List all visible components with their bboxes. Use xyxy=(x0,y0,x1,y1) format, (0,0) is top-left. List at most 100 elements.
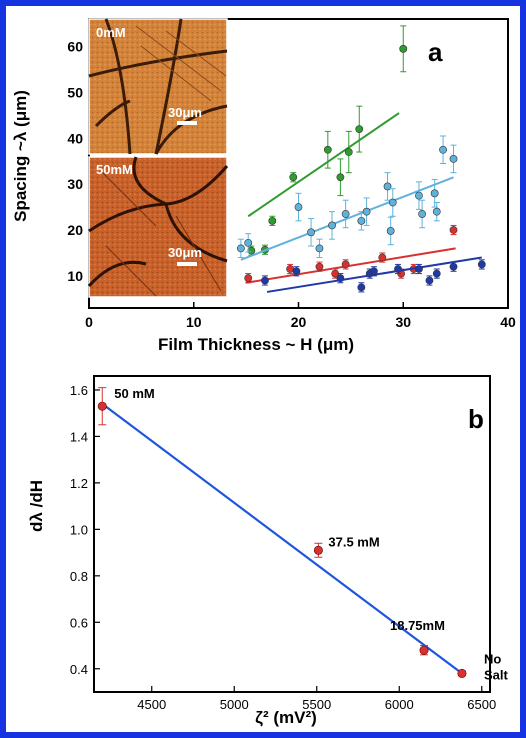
panel-b-point-group: No Salt xyxy=(457,651,509,682)
panel-a-data-point xyxy=(344,148,353,156)
panel-a-y-tick-label: 10 xyxy=(67,268,83,284)
panel-b-chart: 50 mM 37.5 mM 18.75mM No Salt 4500 5000 5500 60… xyxy=(27,375,509,727)
inset-50mM-scale-bar xyxy=(177,262,197,266)
panel-a-letter: a xyxy=(428,37,443,67)
panel-a-data-point xyxy=(449,262,458,271)
panel-a-data-point xyxy=(323,145,332,154)
inset-0mM-label: 0mM xyxy=(96,25,126,40)
panel-a-x-tick-label: 30 xyxy=(395,314,411,330)
panel-a-y-axis-label: Spacing ~λ (μm) xyxy=(11,90,30,222)
inset-50mM: 50mM 30μm xyxy=(87,156,229,298)
panel-a-data-point xyxy=(247,246,256,255)
panel-b-x-tick-label: 6500 xyxy=(467,697,496,712)
panel-a-chart: 0 10 20 30 40 10 20 30 40 50 60 Film Thickness ~ H… xyxy=(11,18,516,354)
panel-b-y-tick-label: 1.2 xyxy=(70,476,88,491)
panel-a-data-point xyxy=(388,198,397,207)
panel-b-point-group: 18.75mM xyxy=(390,618,445,656)
panel-b-fit-line xyxy=(101,403,463,675)
inset-0mM: 0mM 30μm xyxy=(88,18,228,155)
panel-a-data-point xyxy=(328,221,336,230)
panel-a-x-tick-label: 20 xyxy=(291,314,307,330)
panel-a-y-tick-label: 60 xyxy=(67,39,83,55)
panel-a-data-point xyxy=(386,227,395,235)
panel-a-data-point xyxy=(394,265,402,273)
panel-b-point-label: 50 mM xyxy=(114,386,154,401)
panel-a-x-tick-label: 40 xyxy=(500,314,516,330)
panel-a-data-point xyxy=(357,283,366,292)
panel-a-data-point xyxy=(378,253,387,262)
panel-b-y-tick-label: 0.8 xyxy=(70,569,88,584)
panel-a-fit-line xyxy=(247,112,400,218)
panel-a-data-point xyxy=(268,216,277,225)
panel-b-x-tick-label: 6000 xyxy=(385,697,414,712)
panel-a-fit-line xyxy=(240,176,454,261)
inset-0mM-scale-bar xyxy=(177,121,197,125)
panel-a-data-point xyxy=(477,260,486,269)
panel-b-x-tick-label: 5000 xyxy=(220,697,249,712)
panel-a-data-point xyxy=(430,189,439,198)
panel-a-data-point xyxy=(370,267,378,276)
panel-a-data-point xyxy=(292,267,301,276)
panel-b-y-tick-label: 1.6 xyxy=(70,383,88,398)
panel-a-series-1 xyxy=(236,135,458,261)
inset-50mM-scale-label: 30μm xyxy=(168,245,202,260)
panel-b-y-tick-label: 0.6 xyxy=(70,615,88,630)
panel-a-data-point xyxy=(336,274,345,283)
inset-0mM-scale-label: 30μm xyxy=(168,105,202,120)
panel-a-x-tick-label: 0 xyxy=(85,314,93,330)
panel-a-data-point xyxy=(244,238,253,247)
inset-50mM-label: 50mM xyxy=(96,162,133,177)
panel-b-data-point xyxy=(313,545,323,555)
panel-b-y-tick-label: 1.0 xyxy=(70,522,88,537)
panel-b-point-label: No Salt xyxy=(484,651,509,682)
panel-b-x-tick-label: 5500 xyxy=(302,697,331,712)
panel-a-data-point xyxy=(399,44,408,53)
panel-b-y-tick-label: 0.4 xyxy=(70,662,88,677)
panel-a-series-3 xyxy=(261,256,486,293)
panel-a-series-2 xyxy=(244,224,458,284)
panel-a-data-point xyxy=(432,207,441,216)
panel-a-data-point xyxy=(236,244,245,253)
panel-a-ticks: 0 10 20 30 40 10 20 30 40 50 60 xyxy=(67,39,516,330)
panel-a-x-axis-label: Film Thickness ~ H (μm) xyxy=(158,335,354,354)
panel-a-data-point xyxy=(357,216,366,225)
panel-b-point-label: 18.75mM xyxy=(390,618,445,633)
panel-b-ticks: 4500 5000 5500 6000 6500 0.4 0.6 0.8 1.0 1.2 1.4 1.… xyxy=(70,383,496,712)
panel-a-y-tick-label: 50 xyxy=(67,84,83,100)
panel-b-axes-frame xyxy=(93,375,491,693)
panel-b-point-group: 50 mM xyxy=(97,386,155,426)
panel-a-data-point xyxy=(355,125,364,133)
panel-a-data-point xyxy=(294,203,303,211)
panel-a-data-point xyxy=(432,269,441,278)
panel-a-x-tick-label: 10 xyxy=(186,314,202,330)
panel-a-data-point xyxy=(289,173,298,182)
panel-b-letter: b xyxy=(468,404,484,434)
panel-a-data-point xyxy=(425,276,434,285)
panel-a-series-0 xyxy=(247,25,408,256)
panel-b-data-point xyxy=(419,645,429,655)
panel-a-data-point xyxy=(415,191,423,200)
panel-a-data-point xyxy=(341,210,350,218)
panel-a-data-point xyxy=(336,173,345,182)
panel-b-data-point xyxy=(457,668,467,678)
panel-b-point-group: 37.5 mM xyxy=(313,534,380,558)
panel-a-data-point xyxy=(315,262,324,271)
panel-a-data-point xyxy=(362,207,371,216)
panel-a-data-point xyxy=(383,182,392,191)
panel-a-y-tick-label: 40 xyxy=(67,130,83,146)
panel-a-data-point xyxy=(261,276,269,285)
panel-a-data-point xyxy=(449,226,458,234)
panel-a-data-point xyxy=(415,265,423,273)
panel-a-data-point xyxy=(418,210,427,218)
panel-b-data-point xyxy=(97,401,107,411)
panel-a-data-point xyxy=(315,244,324,253)
panel-a-data-point xyxy=(439,145,447,154)
panel-a-data-point xyxy=(244,274,253,283)
panel-a-fit-line xyxy=(245,247,456,284)
panel-a-y-tick-label: 30 xyxy=(67,176,83,192)
panel-a-data-layer xyxy=(236,25,486,293)
panel-b-x-axis-label: ζ² (mV²) xyxy=(255,708,317,727)
panel-b-y-axis-label: dλ /dH xyxy=(27,480,46,532)
panel-b-x-tick-label: 4500 xyxy=(137,697,166,712)
